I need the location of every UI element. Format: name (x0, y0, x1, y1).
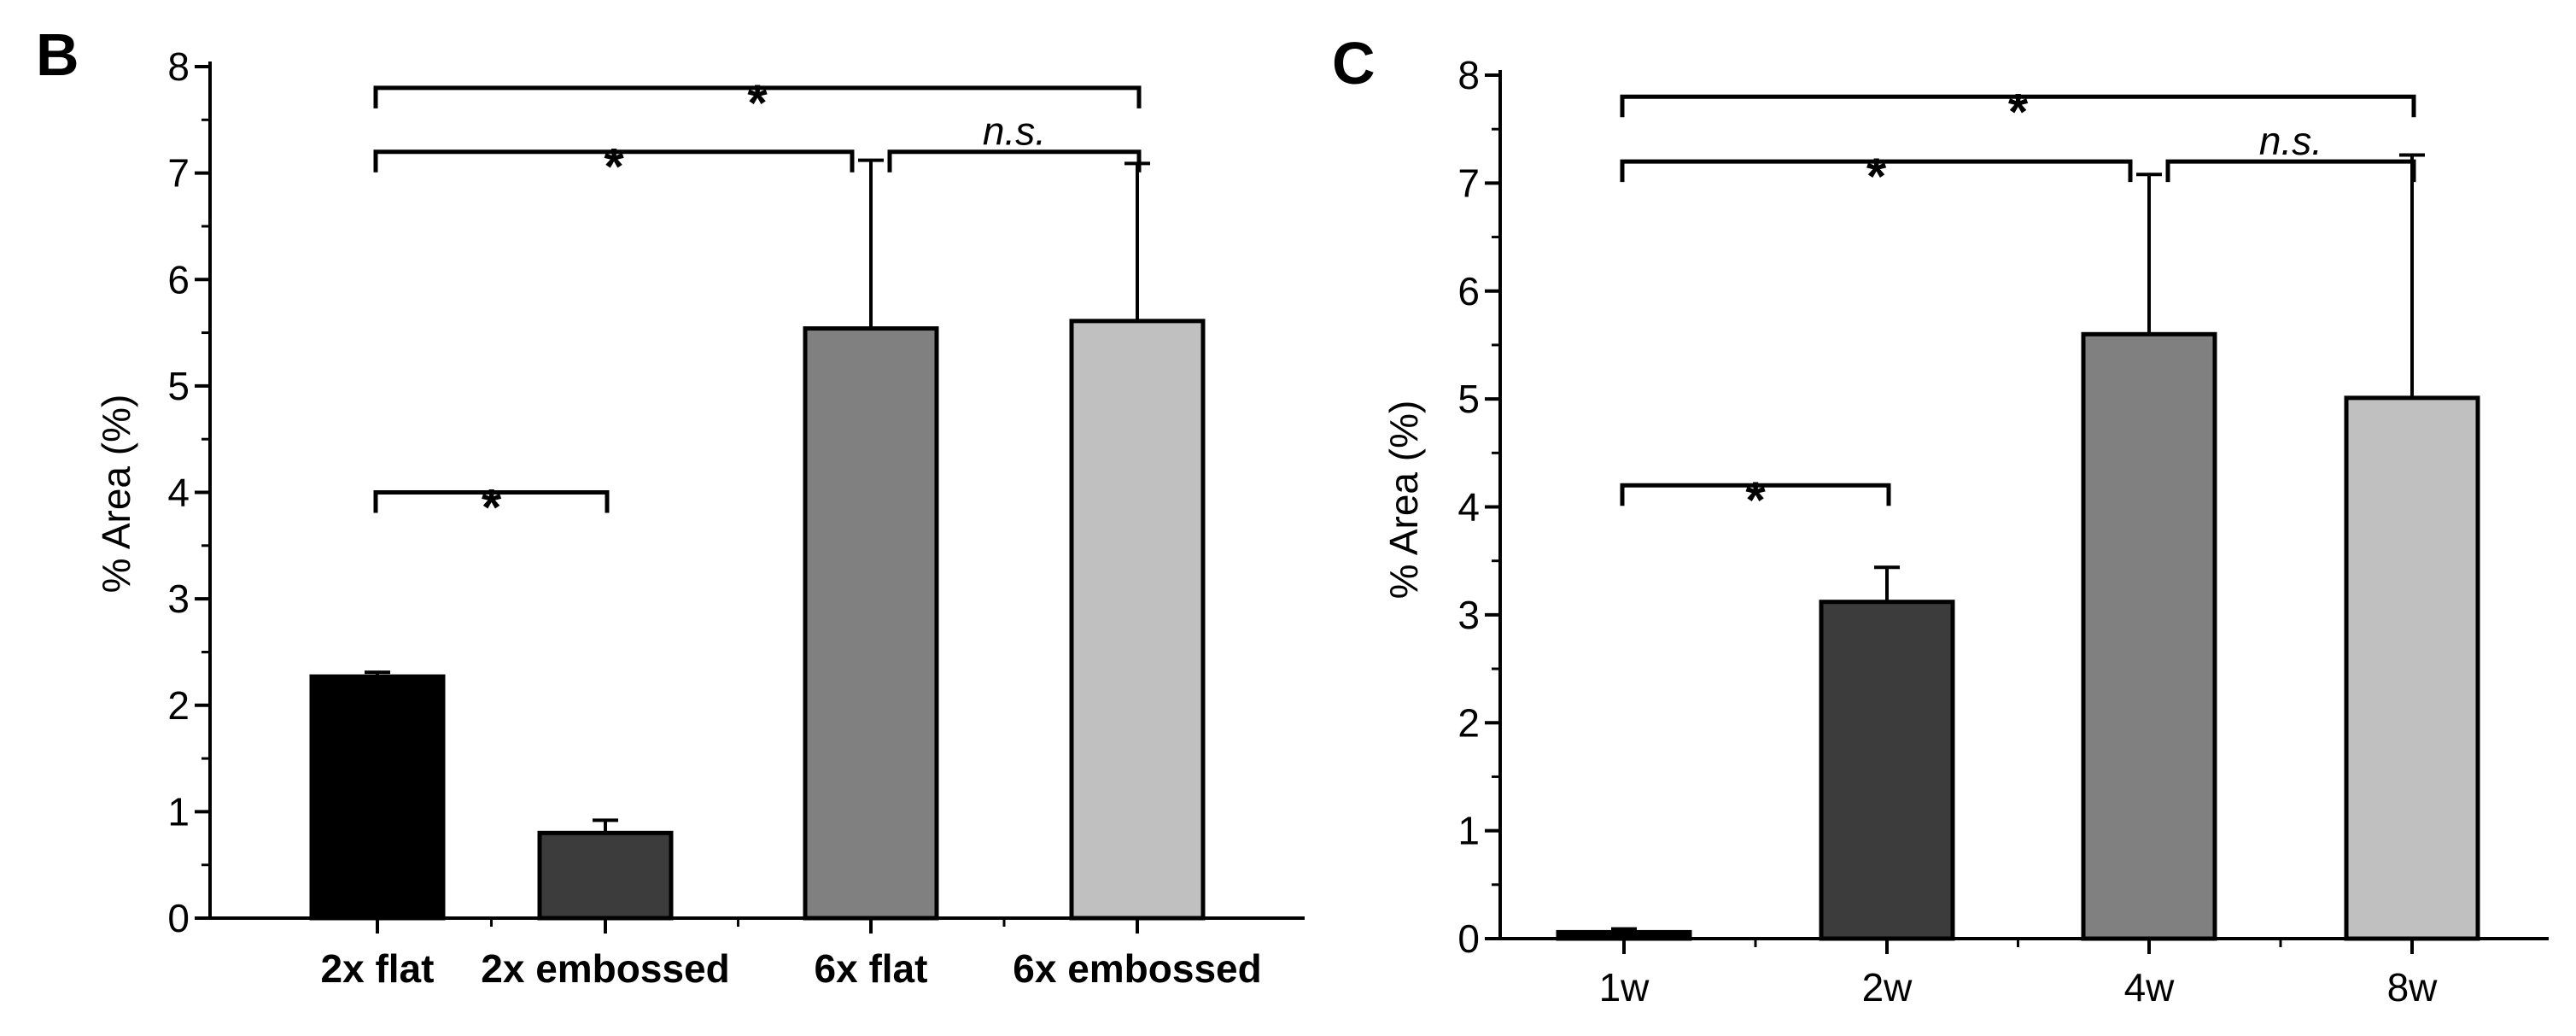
significance-bracket (1620, 483, 1891, 506)
x-category-label: 8w (2387, 965, 2439, 1010)
y-tick-label: 4 (1457, 485, 1480, 530)
significance-bracket (373, 490, 610, 513)
bar-2x-embossed (537, 830, 674, 921)
significance-label-star: * (2008, 83, 2029, 140)
y-tick-label: 3 (167, 577, 190, 621)
y-tick-label: 5 (167, 364, 190, 408)
significance-label-star: * (747, 74, 768, 132)
significance-label-ns: n.s. (983, 109, 1046, 154)
bar-4w (2081, 331, 2217, 941)
y-tick-label: 6 (167, 257, 190, 301)
bar-8w (2344, 395, 2480, 941)
significance-label-star: * (1745, 471, 1766, 529)
y-tick-label: 8 (1457, 53, 1480, 97)
bar-6x-embossed (1069, 319, 1206, 921)
x-category-label: 2w (1862, 965, 1913, 1010)
y-tick-label: 3 (1457, 593, 1480, 637)
y-tick-label: 7 (167, 151, 190, 196)
bar-6x-flat (803, 326, 939, 921)
y-tick-label: 0 (1457, 916, 1480, 961)
bar-1w (1556, 929, 1692, 941)
x-category-label: 6x embossed (1013, 946, 1261, 991)
y-tick-label: 2 (167, 683, 190, 728)
y-tick-label: 1 (1457, 809, 1480, 853)
y-axis-label-b: % Area (%) (94, 395, 138, 594)
significance-label-ns: n.s. (2259, 119, 2322, 163)
x-category-label: 6x flat (815, 946, 928, 991)
panel-letter-c: C (1332, 30, 1376, 97)
significance-label-star: * (482, 479, 502, 536)
bar-2w (1819, 600, 1955, 941)
x-category-label: 2x embossed (481, 946, 729, 991)
significance-bracket (1620, 94, 2416, 118)
y-tick-label: 0 (167, 896, 190, 940)
panel-letter-b: B (36, 21, 79, 88)
y-tick-label: 6 (1457, 269, 1480, 313)
bar-2x-flat (309, 674, 446, 921)
y-tick-label: 5 (1457, 377, 1480, 421)
significance-bracket (2165, 159, 2416, 183)
significance-bracket (373, 149, 855, 173)
axes-c: 0 1 2 3 4 5 6 7 8 1w 2w 4w 8w * * n.s. * (1457, 53, 2549, 1010)
significance-bracket (1620, 159, 2133, 183)
y-tick-label: 1 (167, 789, 190, 834)
x-category-label: 1w (1599, 965, 1650, 1010)
significance-bracket (373, 85, 1142, 108)
significance-label-star: * (1866, 148, 1887, 205)
chart-panel-b: B 0 1 2 3 4 5 6 7 8 2x flat 2x embossed 6x flat 6x e… (36, 21, 1305, 991)
y-axis-label-c: % Area (%) (1381, 401, 1426, 600)
significance-bracket (887, 149, 1142, 173)
y-tick-label: 8 (167, 44, 190, 89)
y-tick-label: 7 (1457, 161, 1480, 205)
x-category-label: 4w (2124, 965, 2176, 1010)
y-tick-label: 2 (1457, 700, 1480, 745)
chart-panel-c: C 0 1 2 3 4 5 6 7 8 1w 2w 4w 8w * * n.s. * % Area (%) (1332, 30, 2549, 1010)
y-tick-label: 4 (167, 471, 190, 515)
x-category-label: 2x flat (321, 946, 435, 991)
axes-b: 0 1 2 3 4 5 6 7 8 2x flat 2x embossed 6x flat 6x emb… (167, 44, 1305, 991)
significance-label-star: * (604, 138, 624, 196)
